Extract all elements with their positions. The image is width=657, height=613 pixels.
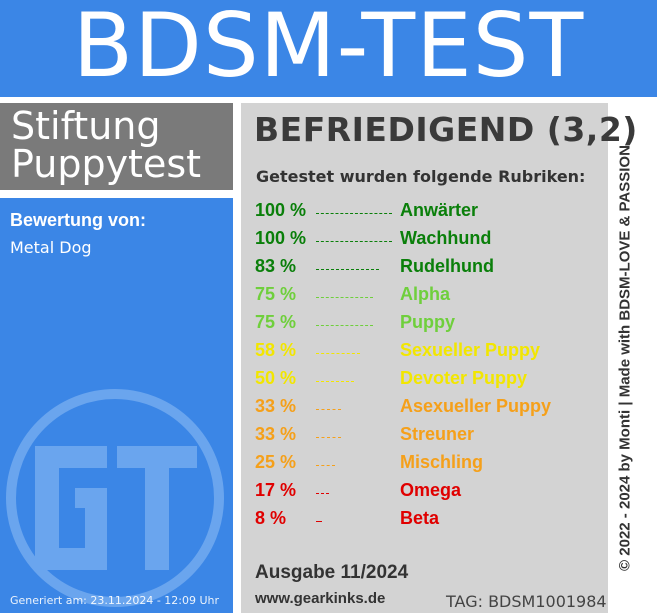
result-bar [316,437,341,438]
result-row: 8 % Beta [255,508,605,532]
left-panel: Bewertung von: Metal Dog [0,198,233,613]
copyright-text: © 2022 - 2024 by Monti | Made with BDSM-… [616,145,634,571]
result-percent: 33 % [255,424,297,444]
result-category: Mischling [400,452,484,472]
result-category: Anwärter [400,200,479,220]
result-row: 25 % Mischling [255,452,605,476]
result-bar [316,521,322,522]
result-percent: 75 % [255,312,297,332]
result-row: 100 % Anwärter [255,200,605,224]
result-category: Beta [400,508,440,528]
header-banner: BDSM-TEST [0,0,657,97]
generated-timestamp: Generiert am: 23.11.2024 - 12:09 Uhr [10,594,220,607]
result-bar [316,213,392,214]
result-bar [316,297,373,298]
result-row: 33 % Asexueller Puppy [255,396,605,420]
result-percent: 8 % [255,508,287,528]
result-category: Wachhund [400,228,492,248]
result-category: Omega [400,480,462,500]
website-link[interactable]: www.gearkinks.de [255,590,386,607]
result-percent: 75 % [255,284,297,304]
edition-label: Ausgabe 11/2024 [255,562,409,583]
side-strip: © 2022 - 2024 by Monti | Made with BDSM-… [612,103,638,613]
result-category: Puppy [400,312,456,332]
overall-grade: BEFRIEDIGEND (3,2) [254,110,638,149]
result-category: Alpha [400,284,451,304]
result-category: Streuner [400,424,475,444]
result-percent: 50 % [255,368,297,388]
intro-text: Getestet wurden folgende Rubriken: [256,167,586,186]
result-bar [316,381,354,382]
result-category: Devoter Puppy [400,368,528,388]
result-row: 17 % Omega [255,480,605,504]
result-bar [316,241,392,242]
result-bar [316,465,335,466]
result-percent: 100 % [255,200,307,220]
result-category: Rudelhund [400,256,494,276]
gt-logo-icon [6,389,224,607]
result-panel [241,103,608,613]
result-percent: 100 % [255,228,307,248]
result-row: 33 % Streuner [255,424,605,448]
brand-line-2: Puppytest [11,142,202,186]
rating-name: Metal Dog [10,238,92,257]
result-category: Sexueller Puppy [400,340,541,360]
result-percent: 25 % [255,452,297,472]
result-bar [316,353,360,354]
brand-box: Stiftung Puppytest [0,103,233,190]
rating-label: Bewertung von: [10,210,147,230]
result-row: 83 % Rudelhund [255,256,605,280]
result-percent: 83 % [255,256,297,276]
result-category: Asexueller Puppy [400,396,552,416]
result-row: 50 % Devoter Puppy [255,368,605,392]
result-row: 75 % Alpha [255,284,605,308]
result-bar [316,269,379,270]
result-row: 75 % Puppy [255,312,605,336]
result-percent: 58 % [255,340,297,360]
result-row: 58 % Sexueller Puppy [255,340,605,364]
brand-line-1: Stiftung [11,104,161,148]
tag-id: TAG: BDSM1001984 [446,592,607,611]
result-row: 100 % Wachhund [255,228,605,252]
result-bar [316,409,341,410]
page-title: BDSM-TEST [72,0,585,97]
result-percent: 17 % [255,480,297,500]
result-bar [316,325,373,326]
result-percent: 33 % [255,396,297,416]
result-bar [316,493,329,494]
